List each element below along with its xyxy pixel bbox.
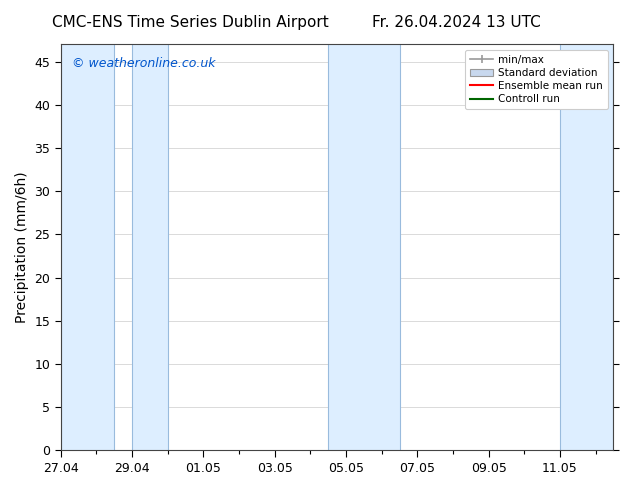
Bar xyxy=(560,45,614,450)
Text: CMC-ENS Time Series Dublin Airport: CMC-ENS Time Series Dublin Airport xyxy=(52,15,328,30)
Bar xyxy=(132,45,168,450)
Y-axis label: Precipitation (mm/6h): Precipitation (mm/6h) xyxy=(15,172,29,323)
Text: Fr. 26.04.2024 13 UTC: Fr. 26.04.2024 13 UTC xyxy=(372,15,541,30)
Bar xyxy=(61,45,114,450)
Legend: min/max, Standard deviation, Ensemble mean run, Controll run: min/max, Standard deviation, Ensemble me… xyxy=(465,49,608,109)
Bar xyxy=(328,45,399,450)
Text: © weatheronline.co.uk: © weatheronline.co.uk xyxy=(72,56,216,70)
